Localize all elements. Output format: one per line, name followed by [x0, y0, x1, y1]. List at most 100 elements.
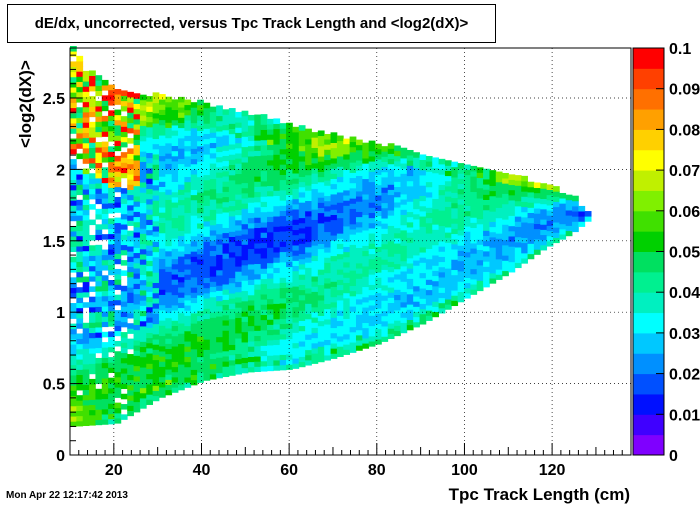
heatmap-cell — [349, 151, 357, 158]
heatmap-cell — [171, 217, 179, 224]
heatmap-cell — [171, 233, 179, 239]
heatmap-cell — [578, 205, 586, 212]
heatmap-cell — [279, 225, 287, 232]
heatmap-cell — [127, 215, 134, 221]
heatmap-cell — [273, 282, 281, 289]
heatmap-cell — [324, 185, 331, 191]
heatmap-cell — [476, 285, 484, 292]
heatmap-cell — [387, 194, 395, 201]
heatmap-cell — [387, 225, 395, 232]
heatmap-cell — [127, 174, 134, 180]
heatmap-cell — [235, 266, 242, 272]
heatmap-cell — [432, 260, 439, 266]
heatmap-cell — [540, 229, 548, 236]
heatmap-cell — [184, 300, 192, 306]
heatmap-cell — [432, 177, 439, 184]
heatmap-cell — [82, 199, 90, 205]
heatmap-cell — [152, 179, 160, 186]
heatmap-cell — [247, 351, 255, 357]
heatmap-cell — [247, 330, 255, 337]
heatmap-cell — [349, 249, 357, 256]
heatmap-cell — [76, 369, 84, 376]
heatmap-cell — [400, 307, 408, 313]
heatmap-cell — [540, 183, 548, 189]
heatmap-cell — [292, 327, 300, 333]
heatmap-cell — [247, 336, 255, 342]
heatmap-cell — [343, 231, 351, 237]
heatmap-cell — [273, 169, 281, 176]
heatmap-cell — [171, 351, 179, 357]
heatmap-cell — [82, 250, 90, 257]
heatmap-cell — [305, 159, 312, 166]
heatmap-cell — [228, 251, 236, 258]
heatmap-cell — [95, 393, 103, 400]
heatmap-cell — [324, 236, 331, 243]
heatmap-cell — [279, 318, 287, 325]
heatmap-cell — [432, 291, 439, 297]
heatmap-cell — [158, 258, 166, 265]
heatmap-cell — [375, 148, 382, 155]
heatmap-cell — [324, 339, 331, 346]
heatmap-cell — [298, 346, 306, 352]
heatmap-cell — [324, 154, 331, 161]
heatmap-cell — [438, 307, 446, 314]
heatmap-cell — [559, 208, 567, 214]
heatmap-cell — [355, 288, 363, 295]
heatmap-cell — [286, 184, 293, 190]
heatmap-cell — [171, 191, 179, 198]
heatmap-cell — [419, 205, 427, 212]
heatmap-cell — [76, 323, 84, 329]
heatmap-cell — [495, 258, 503, 265]
heatmap-cell — [120, 414, 128, 420]
heatmap-cell — [330, 260, 338, 267]
heatmap-cell — [222, 222, 230, 228]
color-bar-label: 0.01 — [669, 407, 700, 424]
heatmap-cell — [254, 366, 262, 372]
heatmap-cell — [343, 344, 351, 350]
heatmap-cell — [286, 169, 293, 175]
heatmap-cell — [343, 333, 351, 340]
heatmap-cell — [508, 246, 516, 252]
heatmap-cell — [146, 245, 154, 251]
heatmap-cell — [108, 244, 115, 250]
heatmap-cell — [368, 222, 376, 229]
heatmap-cell — [203, 113, 211, 119]
heatmap-cell — [89, 255, 96, 262]
heatmap-cell — [95, 85, 103, 92]
heatmap-cell — [254, 196, 262, 203]
heatmap-cell — [216, 239, 223, 245]
heatmap-cell — [222, 289, 230, 295]
heatmap-cell — [336, 238, 344, 244]
heatmap-cell — [368, 181, 376, 188]
heatmap-cell — [197, 120, 204, 126]
heatmap-cell — [203, 133, 211, 140]
heatmap-cell — [349, 157, 357, 163]
color-bar-label: 0.03 — [669, 326, 700, 343]
heatmap-cell — [406, 242, 414, 249]
heatmap-cell — [152, 282, 160, 289]
heatmap-cell — [375, 303, 382, 309]
heatmap-cell — [108, 192, 115, 199]
heatmap-cell — [406, 293, 414, 300]
heatmap-cell — [387, 148, 395, 154]
heatmap-cell — [400, 312, 408, 318]
heatmap-cell — [114, 274, 122, 280]
heatmap-cell — [152, 380, 160, 386]
heatmap-cell — [559, 218, 567, 225]
heatmap-cell — [419, 226, 427, 232]
heatmap-cell — [381, 295, 389, 301]
heatmap-cell — [171, 243, 179, 249]
heatmap-cell — [336, 202, 344, 208]
heatmap-cell — [387, 184, 395, 190]
heatmap-cell — [95, 285, 103, 292]
heatmap-cell — [387, 199, 395, 206]
heatmap-cell — [158, 345, 166, 352]
heatmap-cell — [387, 163, 395, 170]
heatmap-cell — [247, 135, 255, 142]
heatmap-cell — [400, 250, 408, 257]
heatmap-cell — [235, 235, 242, 241]
heatmap-cell — [101, 172, 109, 178]
heatmap-cell — [527, 243, 535, 249]
heatmap-cell — [305, 185, 312, 191]
heatmap-cell — [127, 292, 134, 298]
